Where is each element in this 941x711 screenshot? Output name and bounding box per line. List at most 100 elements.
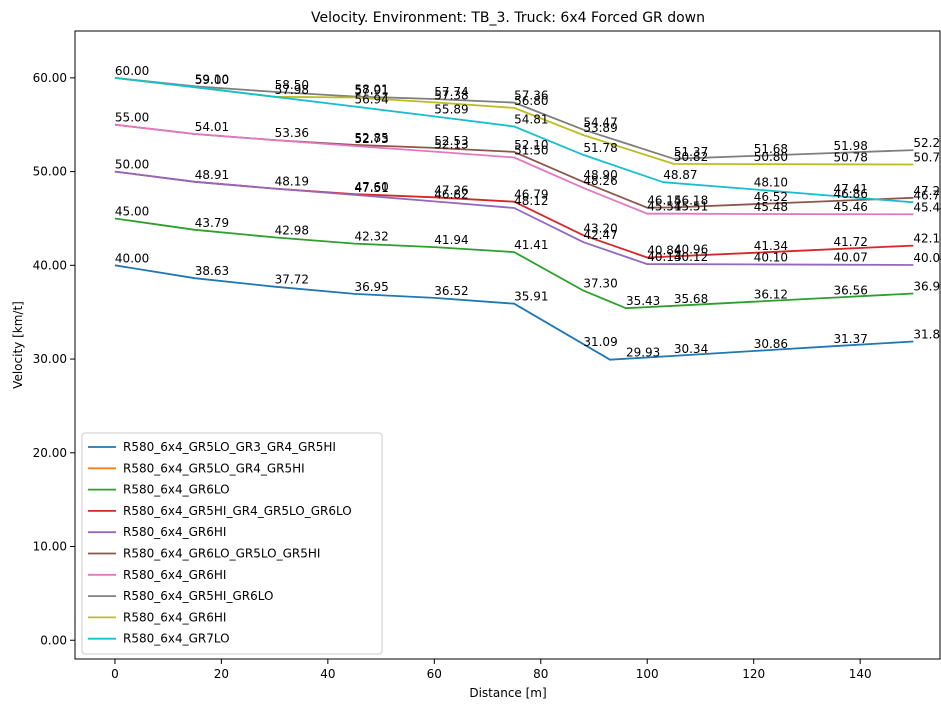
- data-label: 40.12: [674, 250, 708, 264]
- series-line-8: [114, 77, 914, 160]
- data-label: 57.38: [434, 88, 468, 102]
- x-tick-label: 20: [214, 667, 229, 681]
- data-label: 36.56: [834, 284, 868, 298]
- data-label: 50.76: [913, 150, 941, 164]
- data-label: 47.60: [354, 180, 388, 194]
- chart-title: Velocity. Environment: TB_3. Truck: 6x4 …: [311, 10, 705, 26]
- y-tick-label: 0.00: [40, 633, 67, 647]
- data-label: 46.18: [674, 193, 708, 207]
- data-label: 52.53: [434, 134, 468, 148]
- data-label: 36.99: [913, 280, 941, 294]
- x-axis: 0 20 40 60 80 100 120 140: [111, 659, 872, 681]
- data-label-layer: 40.00 38.63 37.72 36.95 36.52 35.91 31.09 30.34…: [115, 64, 941, 360]
- data-label: 52.73: [354, 132, 388, 146]
- legend-entry: R580_6x4_GR5HI_GR6LO: [123, 589, 273, 603]
- data-label: 30.86: [754, 337, 788, 351]
- legend-entry: R580_6x4_GR7LO: [123, 632, 230, 646]
- data-label: 53.89: [583, 121, 617, 135]
- x-tick-label: 60: [427, 667, 442, 681]
- y-tick-label: 50.00: [33, 165, 67, 179]
- data-label: 46.72: [913, 188, 941, 202]
- data-label: 55.89: [434, 102, 468, 116]
- data-label: 40.10: [754, 250, 788, 264]
- data-label: 35.68: [674, 292, 708, 306]
- data-label: 57.74: [434, 85, 468, 99]
- data-label: 37.72: [275, 273, 309, 287]
- series-line-7: [114, 123, 914, 216]
- series-line-5: [114, 170, 914, 266]
- legend-entry: R580_6x4_GR6HI: [123, 568, 226, 582]
- data-label: 30.34: [674, 342, 708, 356]
- data-label: 50.82: [674, 150, 708, 164]
- data-label: 56.80: [514, 94, 548, 108]
- data-label: 46.79: [514, 188, 548, 202]
- data-label: 45.44: [913, 200, 941, 214]
- data-label: 41.72: [834, 235, 868, 249]
- data-label: 48.91: [195, 168, 229, 182]
- data-label: 48.10: [754, 175, 788, 189]
- data-label: 59.00: [195, 73, 229, 87]
- data-label: 31.37: [834, 332, 868, 346]
- data-label: 47.26: [434, 183, 468, 197]
- data-label: 40.13: [647, 250, 681, 264]
- data-label: 36.52: [434, 284, 468, 298]
- data-label: 50.78: [834, 150, 868, 164]
- data-label: 40.04: [913, 251, 941, 265]
- data-label: 47.41: [834, 182, 868, 196]
- series-layer: [114, 77, 914, 361]
- series-line-3: [114, 217, 914, 310]
- data-label: 45.51: [647, 200, 681, 214]
- data-label: 56.94: [354, 93, 388, 107]
- data-label: 47.51: [354, 181, 388, 195]
- data-label: 41.41: [514, 238, 548, 252]
- x-tick-label: 80: [533, 667, 548, 681]
- series-line-10: [114, 77, 914, 204]
- data-label: 38.63: [195, 264, 229, 278]
- data-label: 58.01: [354, 83, 388, 97]
- data-label: 42.47: [583, 228, 617, 242]
- data-label: 52.85: [354, 131, 388, 145]
- data-label: 41.94: [434, 233, 468, 247]
- data-label: 57.91: [354, 83, 388, 97]
- x-tick-label: 0: [111, 667, 119, 681]
- plot-frame: [74, 30, 941, 660]
- data-label: 54.81: [514, 113, 548, 127]
- data-label: 42.10: [913, 232, 941, 246]
- legend-entry: R580_6x4_GR6LO_GR5LO_GR5HI: [123, 547, 320, 561]
- data-label: 35.91: [514, 290, 548, 304]
- data-label: 48.90: [583, 168, 617, 182]
- data-label: 40.00: [115, 251, 149, 265]
- data-label: 51.37: [674, 145, 708, 159]
- data-label: 51.68: [754, 142, 788, 156]
- y-tick-label: 20.00: [33, 446, 67, 460]
- data-label: 40.96: [674, 242, 708, 256]
- data-label: 40.84: [647, 243, 681, 257]
- data-label: 45.48: [754, 200, 788, 214]
- data-label: 36.95: [354, 280, 388, 294]
- data-label: 48.26: [583, 174, 617, 188]
- data-label: 40.07: [834, 251, 868, 265]
- data-label: 51.50: [514, 144, 548, 158]
- data-label: 42.32: [354, 230, 388, 244]
- y-axis-label: Velocity [km/t]: [11, 301, 25, 389]
- data-label: 46.82: [434, 187, 468, 201]
- data-label: 48.19: [275, 175, 309, 189]
- data-label: 58.50: [275, 78, 309, 92]
- data-label: 46.52: [754, 190, 788, 204]
- data-label: 50.80: [754, 150, 788, 164]
- data-label: 54.47: [583, 116, 617, 130]
- data-label: 29.93: [626, 346, 660, 360]
- data-label: 59.10: [195, 72, 229, 86]
- data-label: 55.00: [115, 111, 149, 125]
- data-label: 46.15: [647, 194, 681, 208]
- data-label: 57.98: [275, 83, 309, 97]
- legend-entry: R580_6x4_GR6LO: [123, 483, 230, 497]
- x-axis-label: Distance [m]: [469, 686, 546, 700]
- y-axis: 0.00 10.00 20.00 30.00 40.00 50.00 60.00: [33, 71, 75, 647]
- data-label: 42.98: [275, 223, 309, 237]
- x-tick-label: 140: [849, 667, 872, 681]
- data-label: 60.00: [115, 64, 149, 78]
- data-label: 46.86: [834, 187, 868, 201]
- x-tick-label: 120: [742, 667, 765, 681]
- data-label: 48.12: [514, 194, 548, 208]
